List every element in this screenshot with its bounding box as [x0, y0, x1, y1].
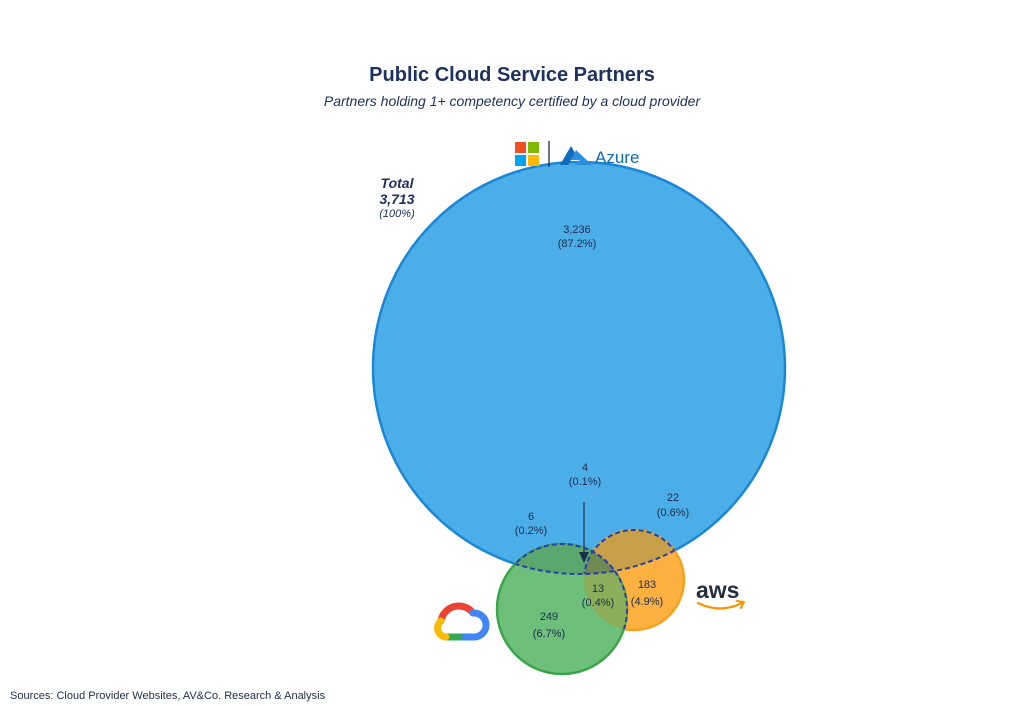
total-label: Total 3,713 (100%) — [362, 175, 432, 220]
region-label-azure-only-value: 3,236 — [563, 224, 591, 236]
total-label-value: 3,713 — [379, 191, 415, 207]
aws-gcp-overlap — [584, 544, 627, 630]
google-cloud-blue-arc — [455, 609, 490, 641]
region-label-gcp-only-value: 249 — [540, 611, 558, 623]
azure-a-icon-right — [571, 150, 592, 165]
aws-arrow-icon — [736, 600, 745, 609]
azure-bottom-dashed-outline — [497, 544, 627, 575]
chart-title: Public Cloud Service Partners — [369, 64, 655, 86]
azure-a-icon — [560, 146, 575, 165]
region-label-azure-aws-pct: (0.6%) — [657, 507, 689, 519]
microsoft-logo-yellow-square — [528, 155, 539, 166]
region-label-all-three-value: 4 — [582, 462, 588, 474]
google-cloud-red-arc — [437, 602, 477, 625]
source-note: Sources: Cloud Provider Websites, AV&Co.… — [10, 690, 326, 702]
region-label-azure-only-pct: (87.2%) — [558, 238, 597, 250]
microsoft-logo-blue-square — [515, 155, 526, 166]
aws-dashed-outline — [583, 529, 685, 574]
region-label-gcp-only-pct: (6.7%) — [533, 628, 565, 640]
region-label-aws-only-value: 183 — [638, 579, 656, 591]
region-label-azure-gcp-value: 6 — [528, 511, 534, 523]
google-cloud-yellow-arc — [434, 617, 450, 641]
microsoft-logo-green-square — [528, 142, 539, 153]
region-label-aws-gcp-pct: (0.4%) — [582, 597, 614, 609]
total-label-title: Total — [380, 175, 414, 191]
total-label-pct: (100%) — [379, 208, 415, 220]
region-label-all-three-pct: (0.1%) — [569, 476, 601, 488]
region-label-azure-aws-value: 22 — [667, 492, 679, 504]
microsoft-logo-red-square — [515, 142, 526, 153]
azure-logo-text: Azure — [595, 148, 639, 167]
google-cloud-logo — [434, 602, 490, 641]
aws-gcp-dashed-outline — [584, 543, 628, 630]
aws-smile-icon — [696, 601, 744, 610]
region-label-azure-gcp-pct: (0.2%) — [515, 525, 547, 537]
aws-logo-text: aws — [696, 577, 739, 603]
aws-logo: aws — [696, 577, 745, 610]
microsoft-azure-logo: Azure — [515, 141, 639, 167]
chart-subtitle: Partners holding 1+ competency certified… — [323, 93, 701, 109]
region-label-aws-only-pct: (4.9%) — [631, 596, 663, 608]
gcp-dashed-outline — [496, 543, 628, 574]
region-label-aws-gcp-value: 13 — [592, 583, 604, 595]
triple-overlap-pointer-arrow — [579, 552, 589, 563]
azure-aws-overlap — [584, 530, 684, 574]
